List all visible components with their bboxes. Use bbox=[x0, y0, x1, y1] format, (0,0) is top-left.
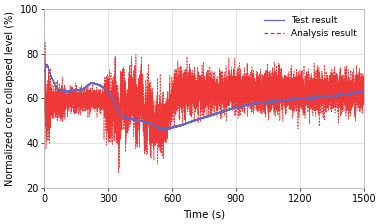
Line: Test result: Test result bbox=[44, 64, 364, 130]
Analysis result bbox=[116, 172, 121, 174]
Y-axis label: Normalized core collapsed level (%): Normalized core collapsed level (%) bbox=[5, 11, 15, 186]
Test result bbox=[179, 124, 184, 126]
Test result bbox=[42, 70, 46, 72]
Analysis result bbox=[296, 109, 301, 112]
Analysis result bbox=[43, 40, 47, 43]
Test result bbox=[163, 129, 168, 131]
Test result bbox=[336, 93, 341, 96]
Analysis result bbox=[58, 91, 63, 94]
Analysis result bbox=[362, 88, 366, 91]
Analysis result bbox=[231, 89, 236, 92]
Test result bbox=[352, 92, 357, 95]
Analysis result bbox=[42, 84, 46, 87]
Test result bbox=[362, 90, 366, 93]
Analysis result bbox=[279, 96, 283, 98]
Test result bbox=[45, 63, 49, 66]
Line: Analysis result: Analysis result bbox=[44, 41, 364, 173]
Analysis result bbox=[245, 94, 250, 97]
X-axis label: Time (s): Time (s) bbox=[183, 209, 225, 219]
Test result bbox=[274, 100, 279, 102]
Test result bbox=[194, 119, 199, 121]
Analysis result bbox=[158, 145, 162, 148]
Test result bbox=[176, 125, 181, 127]
Legend: Test result, Analysis result: Test result, Analysis result bbox=[261, 13, 359, 40]
